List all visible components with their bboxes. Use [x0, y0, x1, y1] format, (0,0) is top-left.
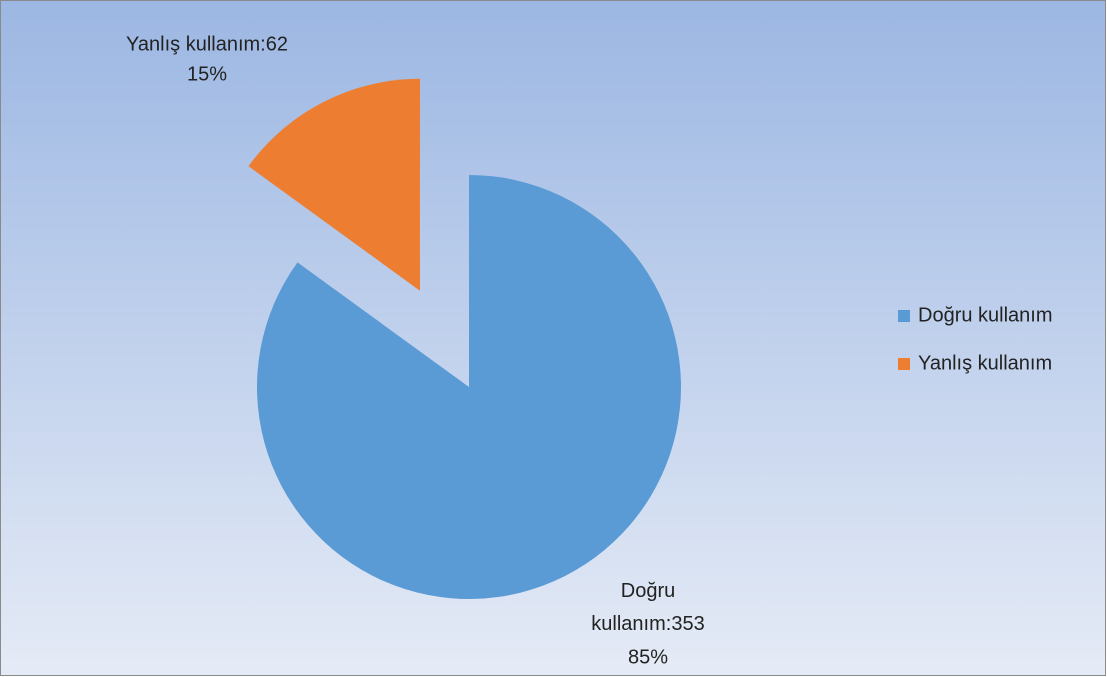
- legend-label: Doğru kullanım: [918, 304, 1053, 326]
- data-label: Yanlış kullanım:62: [126, 33, 288, 55]
- pie-slice: [248, 78, 420, 291]
- data-label-line: kullanım:353: [591, 613, 704, 635]
- legend-label: Yanlış kullanım: [918, 352, 1052, 374]
- legend-swatch: [898, 358, 910, 370]
- legend-swatch: [898, 310, 910, 322]
- percent-label: 15%: [187, 63, 227, 85]
- data-label: Doğru kullanım:353: [591, 580, 704, 635]
- percent-label: 85%: [628, 646, 668, 668]
- pie-slice: [257, 175, 682, 600]
- data-label-line: Doğru: [621, 580, 675, 602]
